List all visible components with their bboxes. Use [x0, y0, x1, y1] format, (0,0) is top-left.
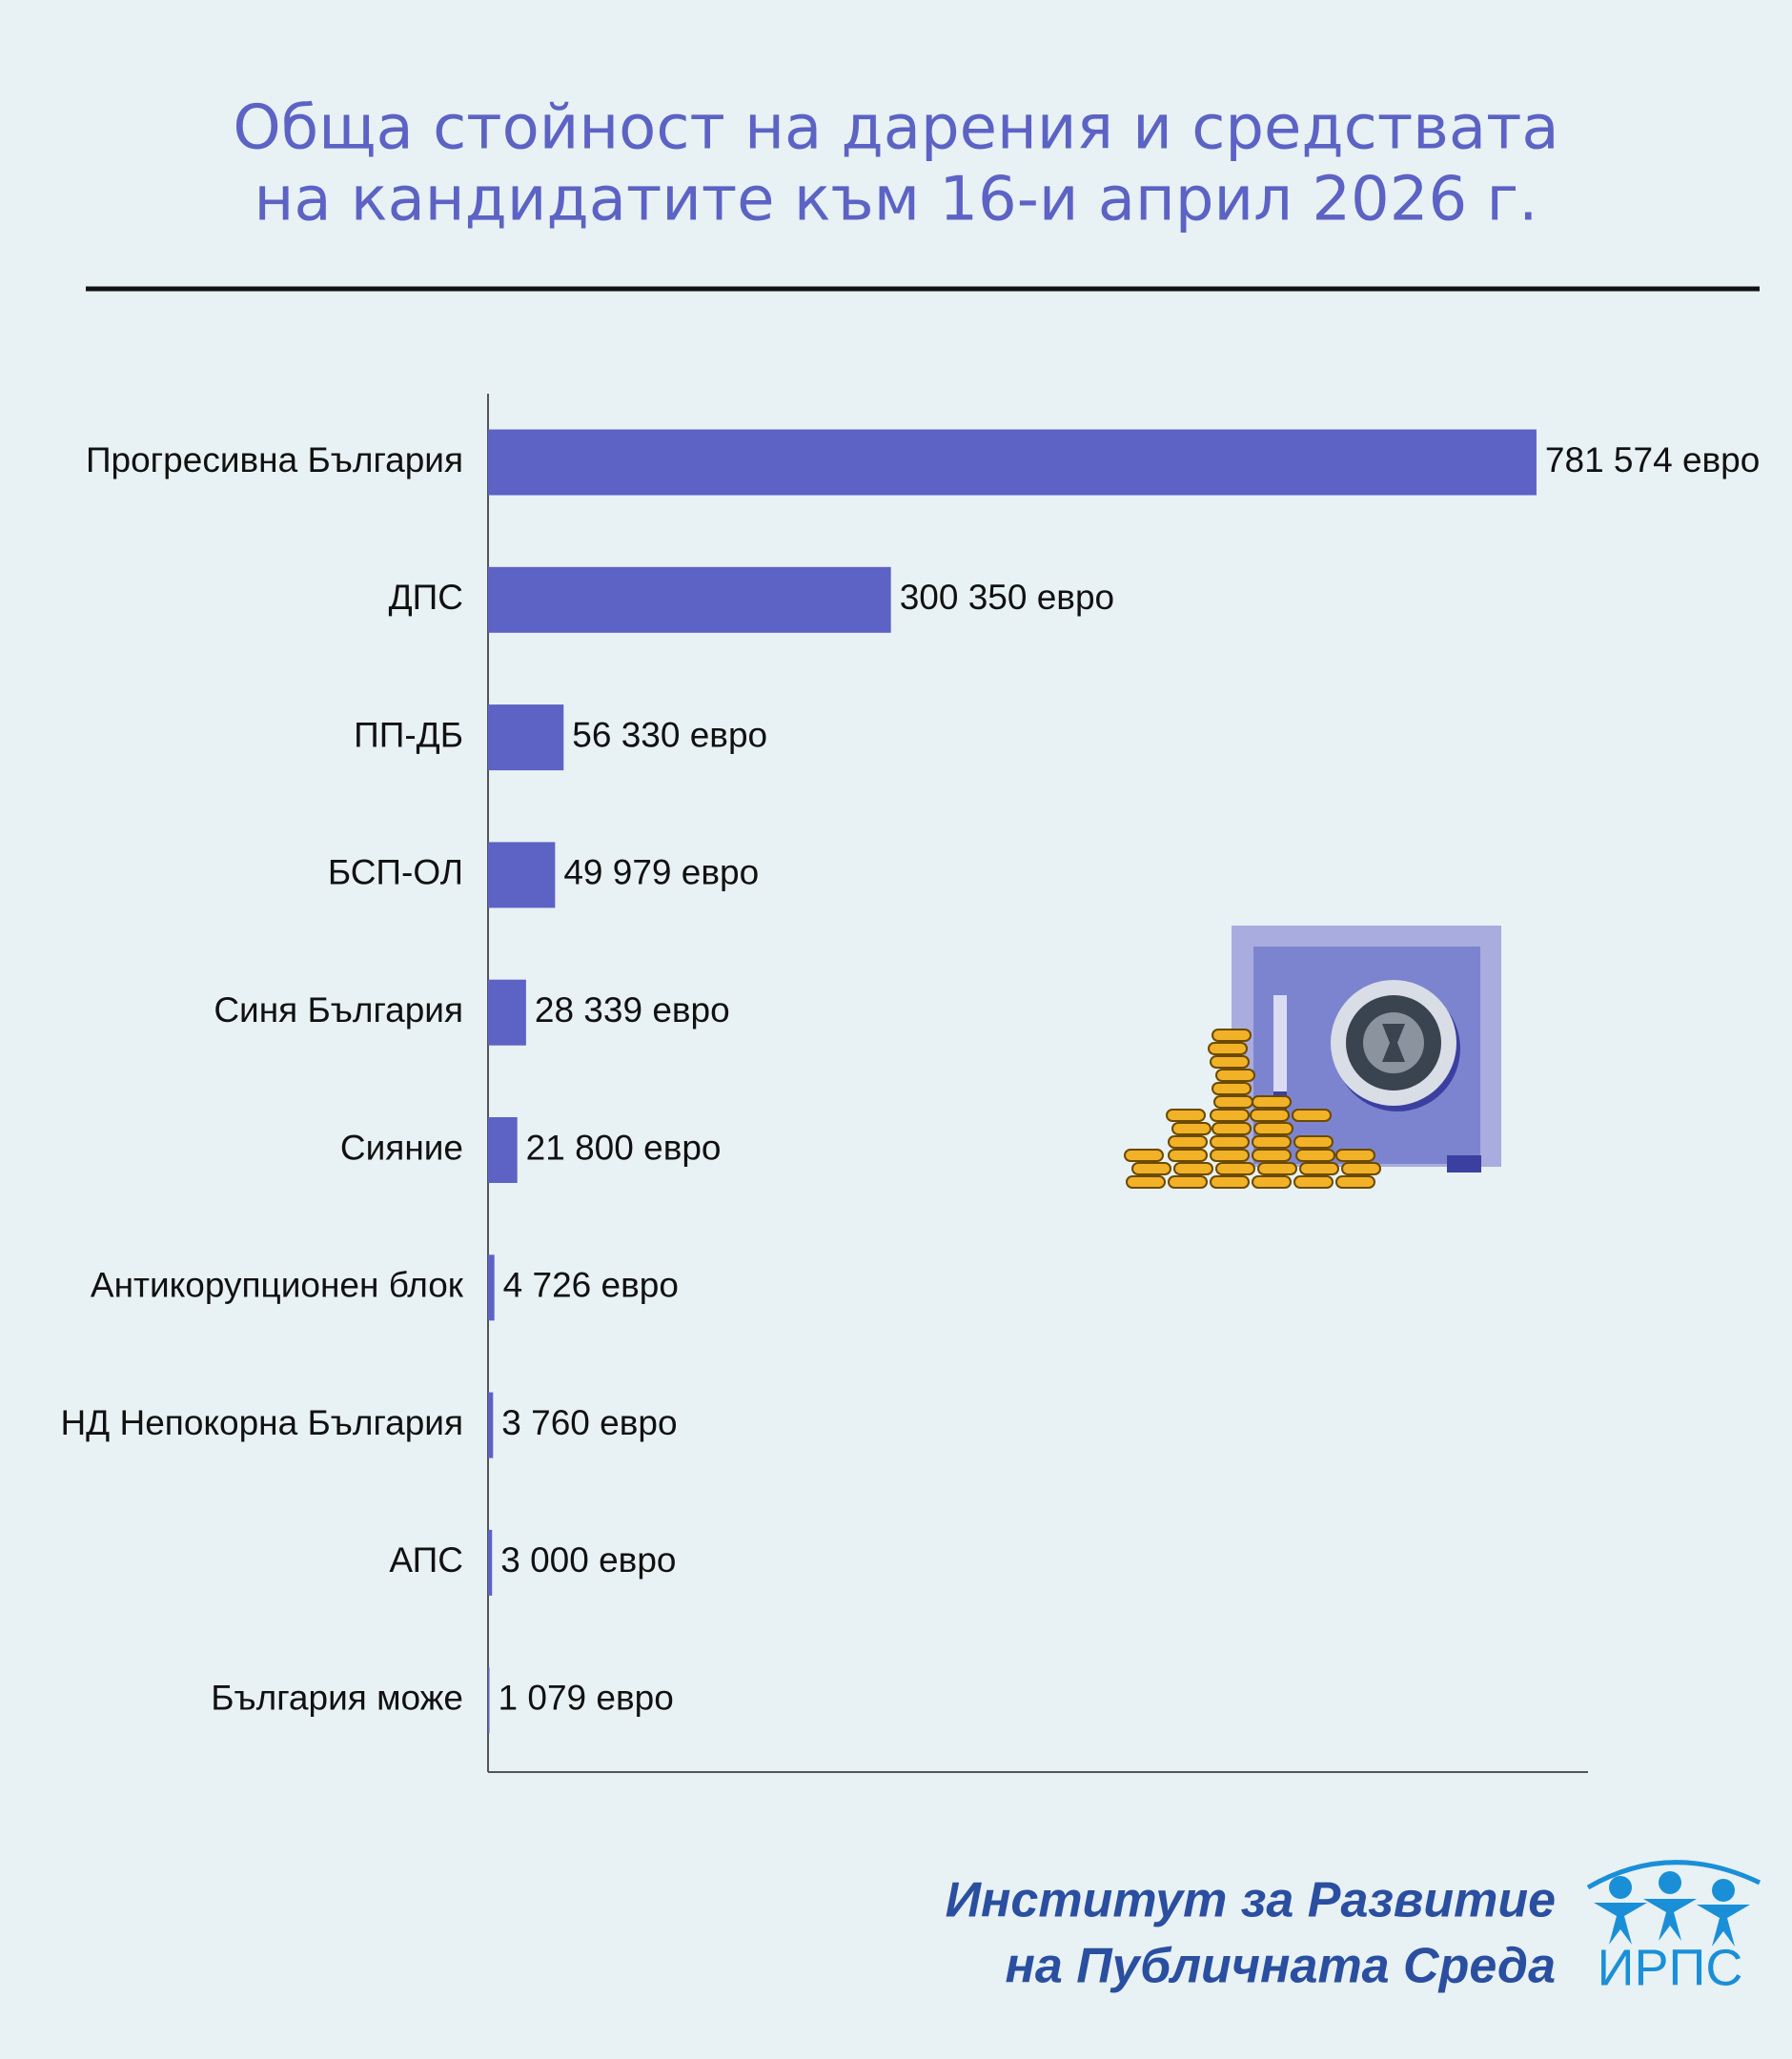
- value-label: 1 079 евро: [499, 1678, 674, 1717]
- category-label: АПС: [389, 1540, 463, 1580]
- category-label: Прогресивна България: [86, 440, 463, 479]
- bar: [488, 979, 526, 1046]
- value-label: 3 000 евро: [500, 1540, 676, 1580]
- value-label: 4 726 евро: [503, 1266, 679, 1305]
- category-label: Антикорупционен блок: [91, 1266, 464, 1305]
- value-label: 21 800 евро: [526, 1128, 722, 1167]
- category-label: Сияние: [340, 1128, 463, 1167]
- coins-icon: [1124, 1029, 1381, 1189]
- bar: [488, 1117, 518, 1183]
- chart-title: на кандидатите към 16-и април 2026 г.: [255, 165, 1538, 235]
- category-label: БСП-ОЛ: [328, 853, 463, 892]
- value-label: 300 350 евро: [900, 578, 1114, 617]
- category-label: ПП-ДБ: [354, 715, 463, 754]
- category-label: ДПС: [389, 578, 463, 617]
- value-label: 3 760 евро: [501, 1403, 677, 1442]
- logo-icon: [1586, 1860, 1761, 1947]
- institute-name: на Публичната Среда: [1005, 1939, 1556, 1994]
- value-label: 28 339 евро: [535, 990, 730, 1030]
- category-label: Синя България: [214, 990, 463, 1030]
- bar: [488, 566, 891, 633]
- category-label: НД Непокорна България: [60, 1403, 463, 1442]
- category-label: България може: [211, 1678, 463, 1717]
- logo-text: ИРПС: [1598, 1939, 1743, 1996]
- bar: [488, 1254, 495, 1321]
- bar: [488, 1667, 490, 1734]
- value-label: 49 979 евро: [563, 853, 759, 892]
- bar: [488, 842, 556, 908]
- bar: [488, 1392, 494, 1458]
- bar: [488, 429, 1537, 496]
- institute-name: Институт за Развитие: [946, 1873, 1556, 1928]
- value-label: 781 574 евро: [1545, 440, 1760, 479]
- bar: [488, 1529, 493, 1596]
- chart-title: Обща стойност на дарения и средствата: [233, 93, 1558, 164]
- value-label: 56 330 евро: [572, 715, 767, 754]
- safe-icon: [1232, 926, 1501, 1172]
- bar: [488, 704, 564, 771]
